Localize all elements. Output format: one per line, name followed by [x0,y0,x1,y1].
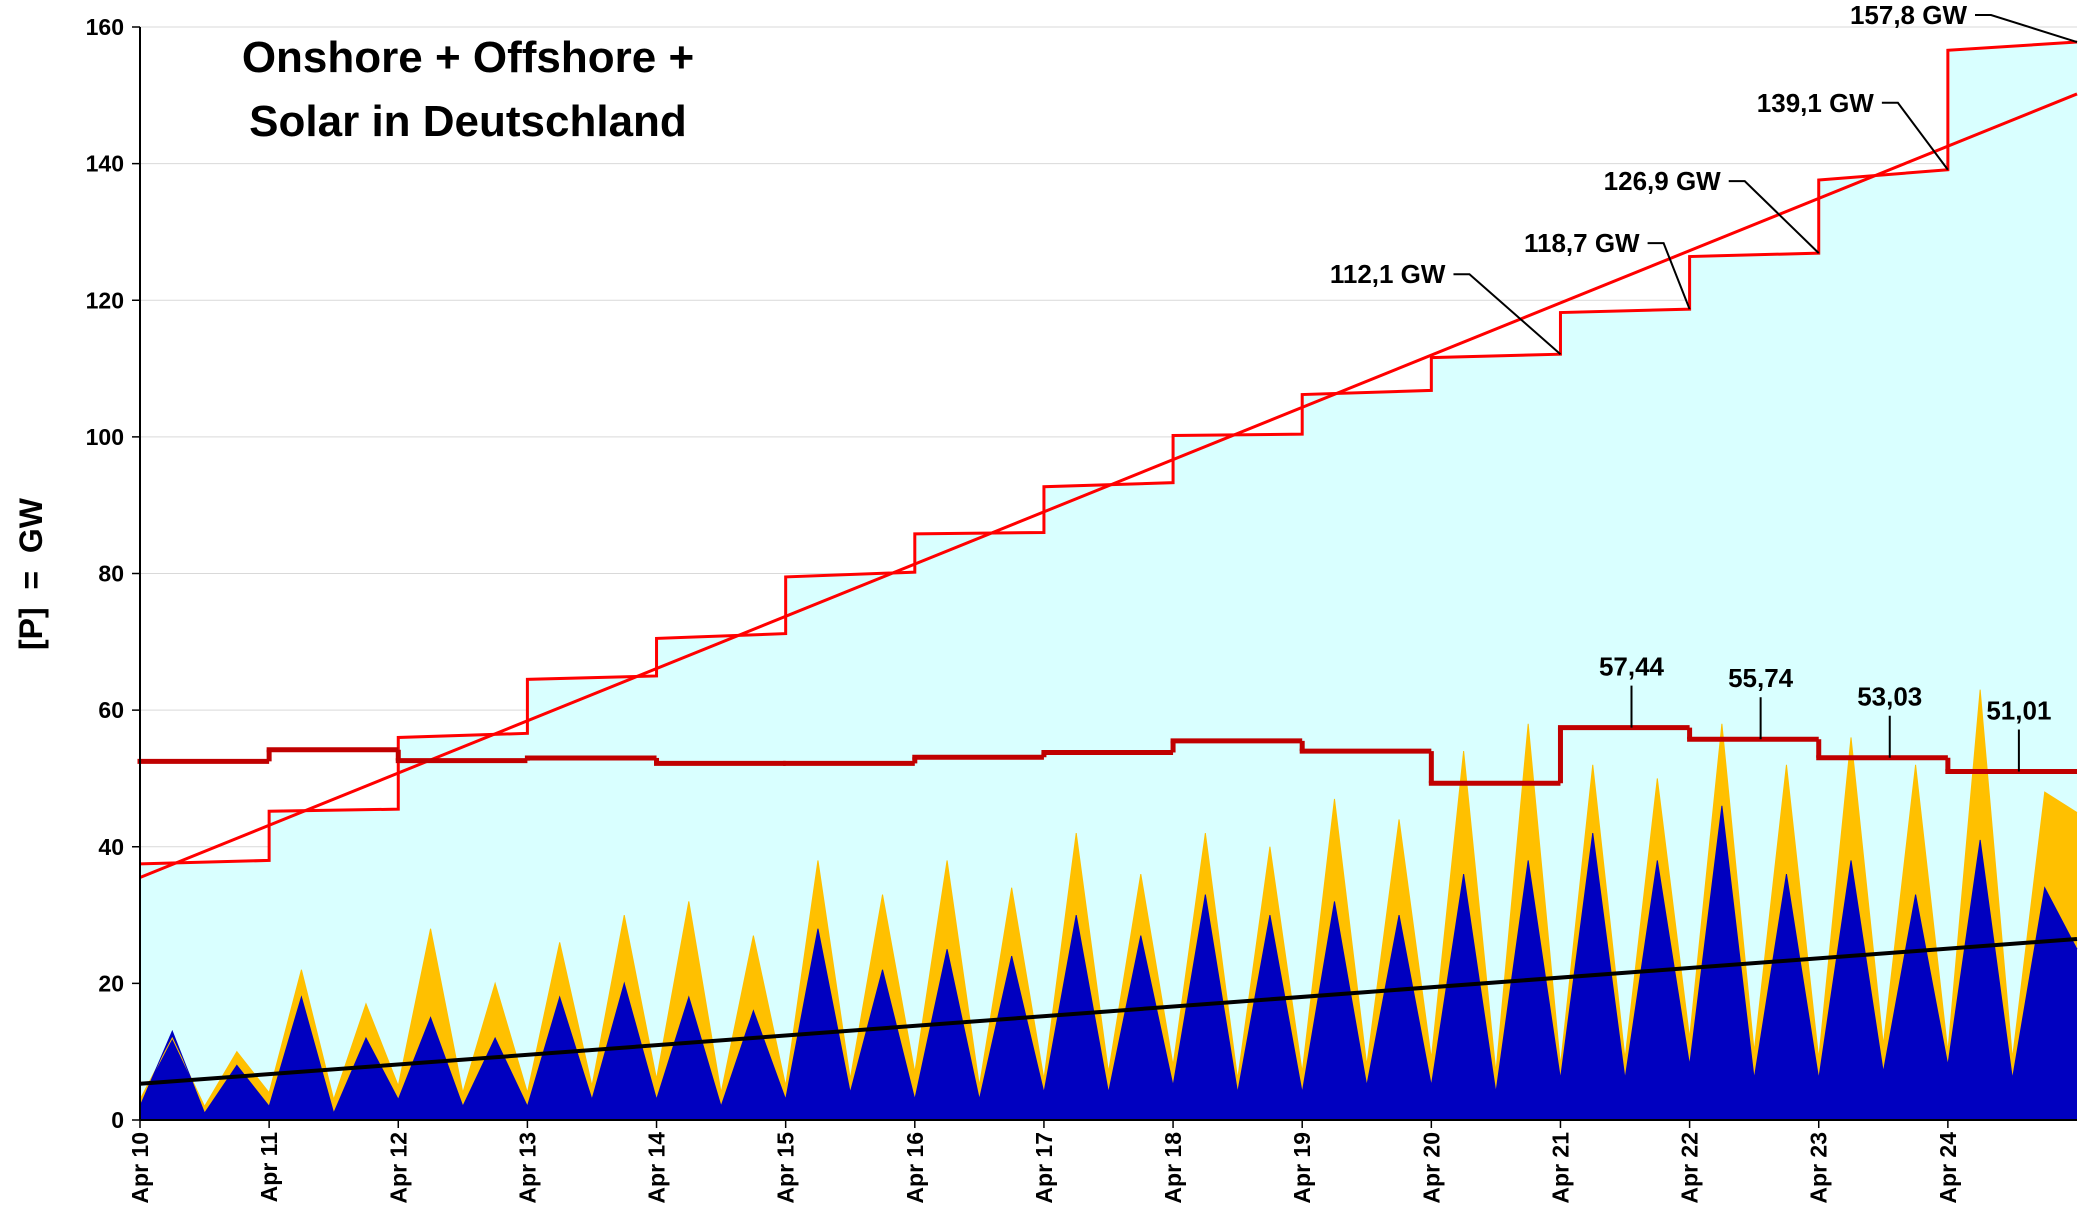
y-tick-label: 120 [86,287,124,313]
annotation-pointer [1975,14,2078,43]
value-label: 53,03 [1857,682,1922,712]
x-tick-label: Apr 15 [773,1132,799,1204]
y-tick-label: 160 [86,14,124,40]
x-tick-label: Apr 19 [1289,1132,1315,1204]
annotation-pointer [1647,242,1691,310]
y-tick-label: 80 [98,561,124,587]
y-tick-label: 60 [98,697,124,723]
annotation: 126,9 GW [1604,166,1722,196]
annotation-pointer [1453,273,1562,355]
line [139,689,2078,1108]
x-tick-label: Apr 10 [127,1132,153,1204]
line [139,805,2078,1115]
x-tick-label: Apr 12 [385,1132,411,1204]
x-tick-label: Apr 13 [514,1132,540,1204]
x-tick-label: Apr 17 [1031,1132,1057,1204]
y-tick-label: 20 [98,970,124,996]
annotation-pointer [1728,180,1820,254]
area-fill [140,805,2077,1120]
annotation: 112,1 GW [1330,259,1446,289]
x-tick-label: Apr 11 [256,1132,282,1203]
value-label: 51,01 [1986,696,2051,726]
annotation-pointer [1881,101,1949,171]
chart-title: Onshore + Offshore + [242,33,694,82]
x-tick-label: Apr 23 [1806,1132,1832,1204]
x-tick-label: Apr 20 [1418,1132,1444,1204]
annotation: 118,7 GW [1524,228,1640,258]
value-label: 55,74 [1728,663,1794,693]
y-tick-label: 40 [98,834,124,860]
y-axis-label: [P] = GW [13,497,49,650]
x-tick-label: Apr 16 [902,1132,928,1204]
x-tick-label: Apr 22 [1677,1132,1703,1204]
y-tick-label: 100 [86,424,124,450]
x-tick-label: Apr 18 [1160,1132,1186,1204]
y-tick-label: 140 [86,151,124,177]
line [139,92,2078,879]
x-tick-label: Apr 24 [1935,1132,1961,1204]
x-tick-label: Apr 21 [1547,1132,1573,1204]
chart-title: Solar in Deutschland [249,97,687,146]
x-tick-label: Apr 14 [644,1132,670,1204]
value-label: 57,44 [1599,652,1665,682]
y-tick-label: 0 [111,1107,124,1133]
line [139,936,2078,1086]
annotation: 139,1 GW [1757,88,1875,118]
annotation: 157,8 GW [1850,0,1968,30]
